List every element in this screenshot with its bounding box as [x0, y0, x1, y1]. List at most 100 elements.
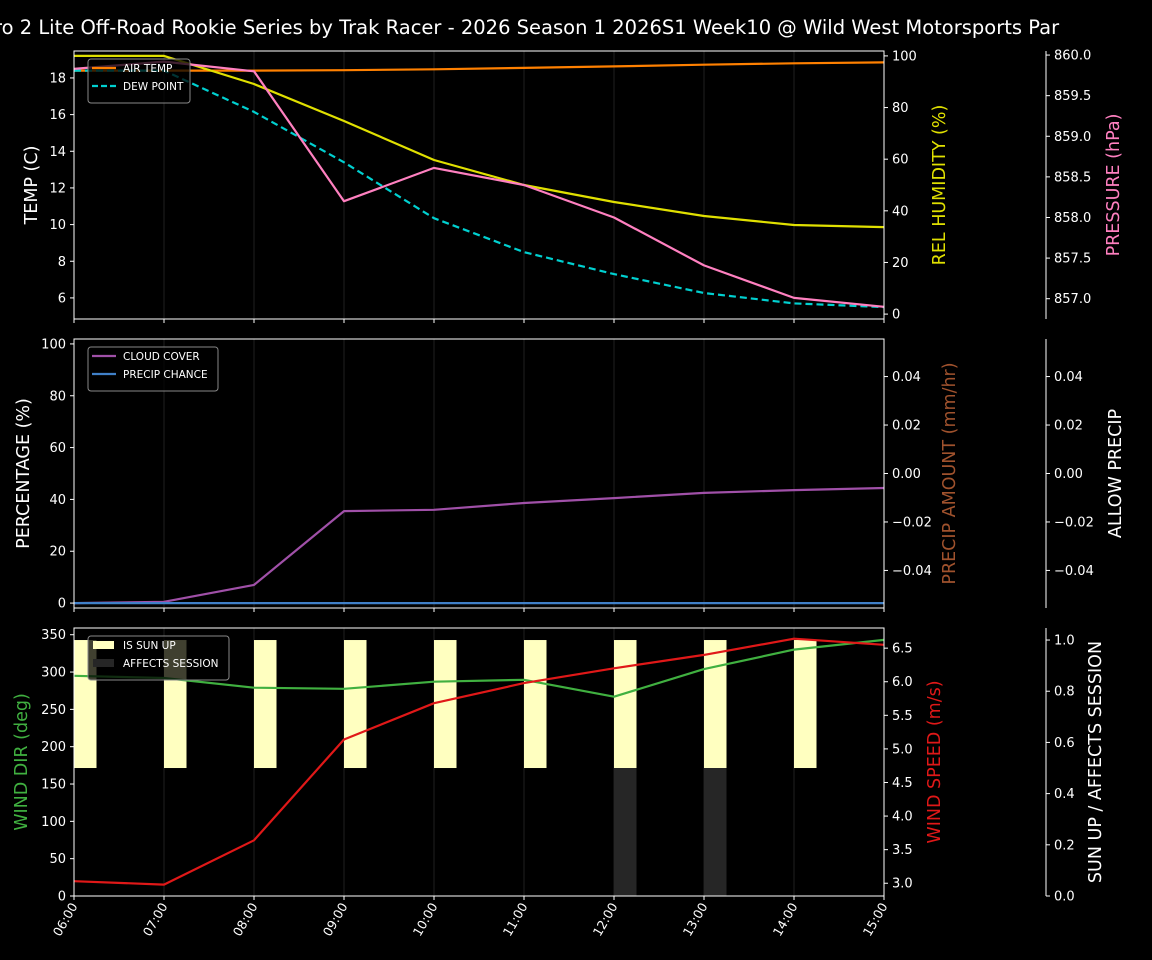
y-tick-label: 5.0 [892, 742, 913, 757]
y-tick-label: 150 [41, 778, 66, 793]
y-tick-label: 860.0 [1054, 49, 1091, 64]
affects-session-bar [614, 768, 637, 896]
y-tick-label: 6 [58, 291, 66, 306]
panel-2: 0 20 40 60 80 100 PERCENTAGE (%) −0.04 −0.02 0.00… [14, 337, 1126, 612]
legend: CLOUD COVER PRECIP CHANCE [87, 346, 219, 392]
legend-label: IS SUN UP [123, 640, 176, 652]
x-tick-label: 09:00 [320, 900, 351, 939]
y-tick-label: 857.5 [1054, 252, 1091, 267]
series-2-line [74, 54, 885, 229]
y-tick-label: 40 [892, 204, 909, 219]
series-0-line [73, 638, 885, 698]
y-tick-label: 18 [49, 71, 66, 86]
y-tick-label: 60 [49, 441, 66, 456]
y-tick-label: 300 [41, 666, 66, 681]
affects-session-bar [704, 768, 727, 896]
y-tick-label: 10 [49, 218, 66, 233]
y-tick-label: −0.02 [892, 515, 932, 530]
x-tick-label: 13:00 [680, 900, 711, 939]
y-tick-label: 0.0 [1054, 890, 1075, 905]
y-tick-label: 0 [58, 890, 66, 905]
y-tick-label: 80 [49, 389, 66, 404]
legend: AIR TEMP DEW POINT [87, 58, 191, 104]
sun-up-bar [704, 640, 727, 769]
y-tick-label: 0.6 [1054, 736, 1075, 751]
y-tick-label: −0.04 [1054, 564, 1094, 579]
y-tick-label: 0.00 [892, 467, 921, 482]
y-tick-label: 40 [49, 493, 66, 508]
x-tick-label: 15:00 [860, 900, 891, 939]
y-tick-label: 5.5 [892, 709, 913, 724]
y-tick-label: 858.5 [1054, 170, 1091, 185]
y-tick-label: 4.5 [892, 776, 913, 791]
legend: IS SUN UP AFFECTS SESSION [87, 635, 230, 681]
y-tick-label: 0 [58, 597, 66, 612]
x-tick-label: 07:00 [140, 900, 171, 939]
y-tick-label: 4.0 [892, 810, 913, 825]
legend-label: DEW POINT [123, 81, 184, 93]
x-tick-label: 12:00 [590, 900, 621, 939]
sun-up-bar [524, 640, 547, 769]
y-tick-label: 100 [892, 49, 917, 64]
y-tick-label: 0 [892, 308, 900, 323]
y-tick-label: 16 [49, 108, 66, 123]
y-axis-label: WIND SPEED (m/s) [925, 680, 945, 843]
y-tick-label: 50 [49, 852, 66, 867]
y-tick-label: 20 [49, 545, 66, 560]
y-tick-label: 200 [41, 740, 66, 755]
y-tick-label: 859.5 [1054, 89, 1091, 104]
panel-3: 0 50 100 150 200 250 300 350 WIND DIR (deg) 3.0 3.… [12, 627, 1106, 939]
y-axis-label: WIND DIR (deg) [12, 693, 32, 831]
y-tick-label: 0.04 [1054, 370, 1083, 385]
x-tick-label: 10:00 [410, 900, 441, 939]
y-tick-label: 6.0 [892, 675, 913, 690]
legend-box [87, 58, 191, 104]
y-axis-label: PERCENTAGE (%) [14, 398, 34, 549]
y-tick-label: −0.02 [1054, 515, 1094, 530]
y-tick-label: 80 [892, 101, 909, 116]
sun-up-bar [254, 640, 277, 769]
y-axis-label: REL HUMIDITY (%) [930, 105, 950, 266]
y-tick-label: 6.5 [892, 642, 913, 657]
dew-point-line [74, 69, 885, 309]
legend-swatch [93, 641, 114, 649]
y-tick-label: 0.4 [1054, 787, 1075, 802]
y-tick-label: −0.04 [892, 564, 932, 579]
legend-label: PRECIP CHANCE [123, 369, 208, 381]
legend-swatch [93, 659, 114, 667]
series-3-line [73, 60, 885, 308]
x-tick-label: 11:00 [500, 900, 531, 939]
y-tick-label: 0.02 [1054, 419, 1083, 434]
sun-up-bar [434, 640, 457, 769]
y-tick-label: 859.0 [1054, 130, 1091, 145]
panel-1: 6 8 10 12 14 16 18 TEMP (C) 0 20 40 60 80 100 REL HUMI… [22, 49, 1124, 323]
legend-label: AIR TEMP [123, 63, 172, 75]
y-tick-label: 0.00 [1054, 467, 1083, 482]
x-tick-label: 14:00 [770, 900, 801, 939]
sun-up-bar [794, 640, 817, 769]
series-1-line [73, 637, 885, 886]
y-tick-label: 858.0 [1054, 211, 1091, 226]
chart-title: ro 2 Lite Off-Road Rookie Series by Trak… [0, 16, 1060, 39]
y-tick-label: 20 [892, 256, 909, 271]
y-axis-label: PRESSURE (hPa) [1104, 114, 1124, 257]
y-tick-label: 8 [58, 255, 66, 270]
y-tick-label: 857.0 [1054, 292, 1091, 307]
y-tick-label: 100 [41, 337, 66, 352]
y-tick-label: 14 [49, 145, 66, 160]
x-tick-label: 08:00 [230, 900, 261, 939]
y-axis-label: SUN UP / AFFECTS SESSION [1086, 641, 1106, 883]
legend-label: CLOUD COVER [123, 351, 200, 363]
y-tick-label: 12 [49, 181, 66, 196]
y-tick-label: 0.04 [892, 370, 921, 385]
y-tick-label: 100 [41, 815, 66, 830]
y-tick-label: 1.0 [1054, 634, 1075, 649]
legend-label: AFFECTS SESSION [123, 658, 219, 670]
x-tick-label: 06:00 [50, 900, 81, 939]
sun-up-bar [614, 640, 637, 769]
plot-frame [73, 627, 885, 897]
y-tick-label: 350 [41, 628, 66, 643]
plot-frame [73, 50, 885, 320]
y-axis-label: ALLOW PRECIP [1106, 409, 1126, 538]
y-tick-label: 250 [41, 703, 66, 718]
